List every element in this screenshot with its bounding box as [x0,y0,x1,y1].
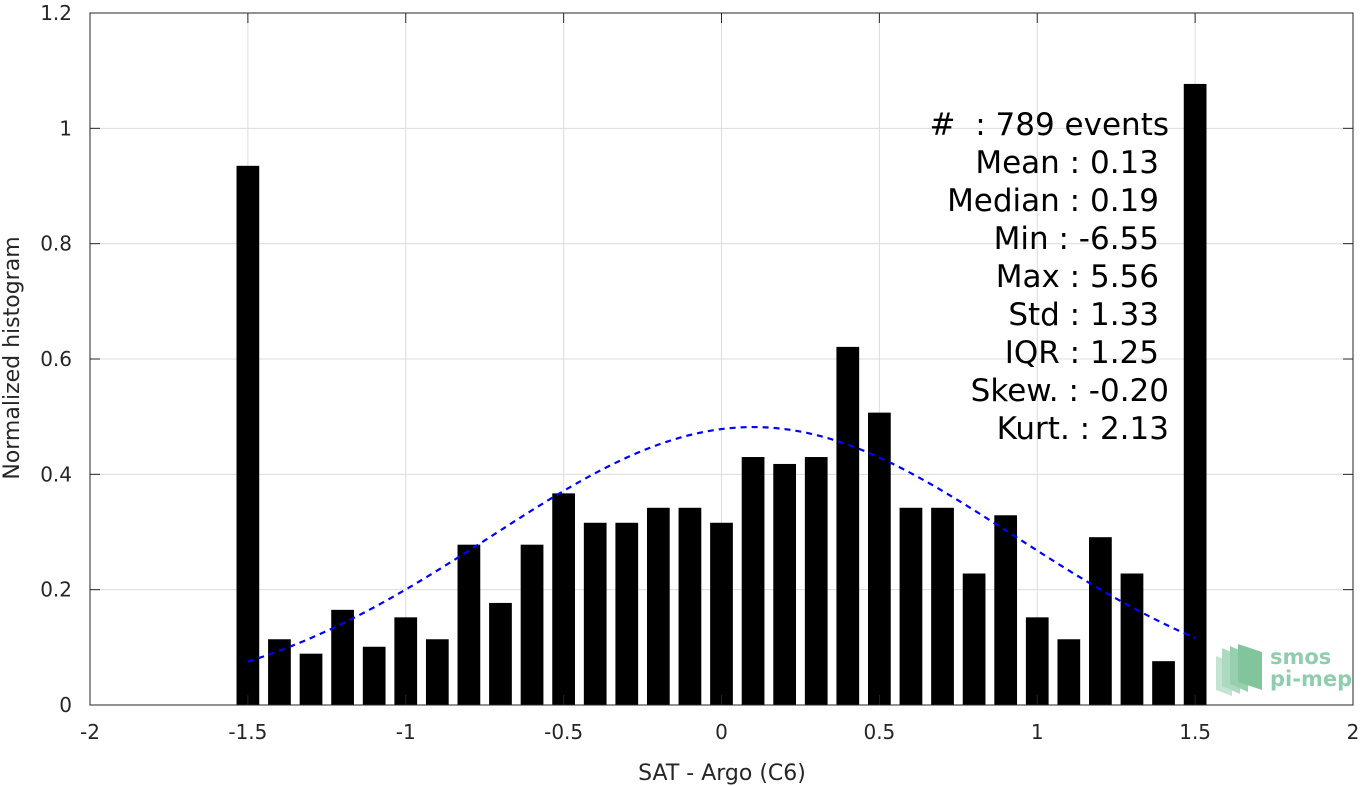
histogram-bar [425,639,449,705]
stat-iqr: IQR : 1.25 [1005,335,1159,371]
histogram-bar [236,165,260,706]
histogram-bar [457,544,481,705]
smos-pi-mep-logo: smos pi-mep [1216,644,1352,696]
histogram-bar [994,515,1018,705]
histogram-bar [552,493,575,705]
histogram-bars [236,83,1207,706]
histogram-bar [1025,617,1049,705]
histogram-bar [1183,83,1207,706]
gaussian-fit-curve [247,425,1196,663]
x-tick-label: -2 [80,720,100,744]
histogram-bar [868,412,891,705]
histogram-bar [583,522,607,705]
histogram-bar [773,463,797,705]
y-tick-labels: 0 0.2 0.4 0.6 0.8 1 1.2 [40,1,72,717]
histogram-bar [678,507,702,705]
histogram-bar [804,457,828,705]
y-tick-label: 0.2 [40,578,72,602]
stat-std: Std : 1.33 [1008,297,1159,333]
logo-mark-icon [1216,644,1262,696]
x-tick-label: -1.5 [228,720,267,744]
histogram-bar [268,639,291,705]
x-tick-label: 0.5 [863,720,895,744]
histogram-bar [394,617,418,705]
stat-events: # : 789 events [930,107,1169,143]
y-tick-label: 0.4 [40,462,72,486]
logo-text-pimep: pi-mep [1270,667,1352,691]
y-tick-label: 0 [59,693,72,717]
histogram-bar [299,653,323,705]
x-axis-label: SAT - Argo (C6) [638,761,806,786]
stat-max: Max : 5.56 [996,259,1159,295]
stat-mean: Mean : 0.13 [975,145,1159,181]
histogram-bar [1120,573,1144,705]
histogram-bar [520,544,544,705]
stat-median: Median : 0.19 [947,183,1159,219]
histogram-bar [646,507,670,705]
x-tick-label: 0 [715,720,728,744]
y-axis-label: Normalized histogram [0,236,25,479]
x-tick-label: -1 [396,720,416,744]
y-tick-label: 0.8 [40,232,72,256]
histogram-bar [962,573,986,705]
histogram-bar [899,507,923,705]
x-tick-label: 1 [1031,720,1044,744]
stat-kurt: Kurt. : 2.13 [997,411,1169,447]
x-tick-label: -0.5 [544,720,583,744]
histogram-bar [710,522,733,705]
histogram-bar [362,646,386,705]
histogram-bar [741,457,765,705]
x-tick-label: 1.5 [1179,720,1211,744]
histogram-bar [615,522,639,705]
histogram-bar [1152,661,1175,705]
plot-frame [89,12,1354,706]
histogram-bar [489,602,512,705]
histogram-bar [1089,537,1112,705]
stat-min: Min : -6.55 [994,221,1159,257]
y-tick-label: 1 [59,116,72,140]
histogram-bar [931,507,954,705]
x-tick-label: 2 [1347,720,1360,744]
logo-text-smos: smos [1270,645,1331,669]
statistics-annotation: # : 789 events Mean : 0.13 Median : 0.19… [930,107,1169,447]
x-tick-labels: -2 -1.5 -1 -0.5 0 0.5 1 1.5 2 [80,720,1359,744]
histogram-bar [836,346,860,705]
histogram-bar [331,609,354,705]
histogram-bar [1057,639,1081,705]
y-tick-label: 1.2 [40,1,72,25]
y-tick-label: 0.6 [40,347,72,371]
stat-skew: Skew. : -0.20 [971,373,1169,409]
